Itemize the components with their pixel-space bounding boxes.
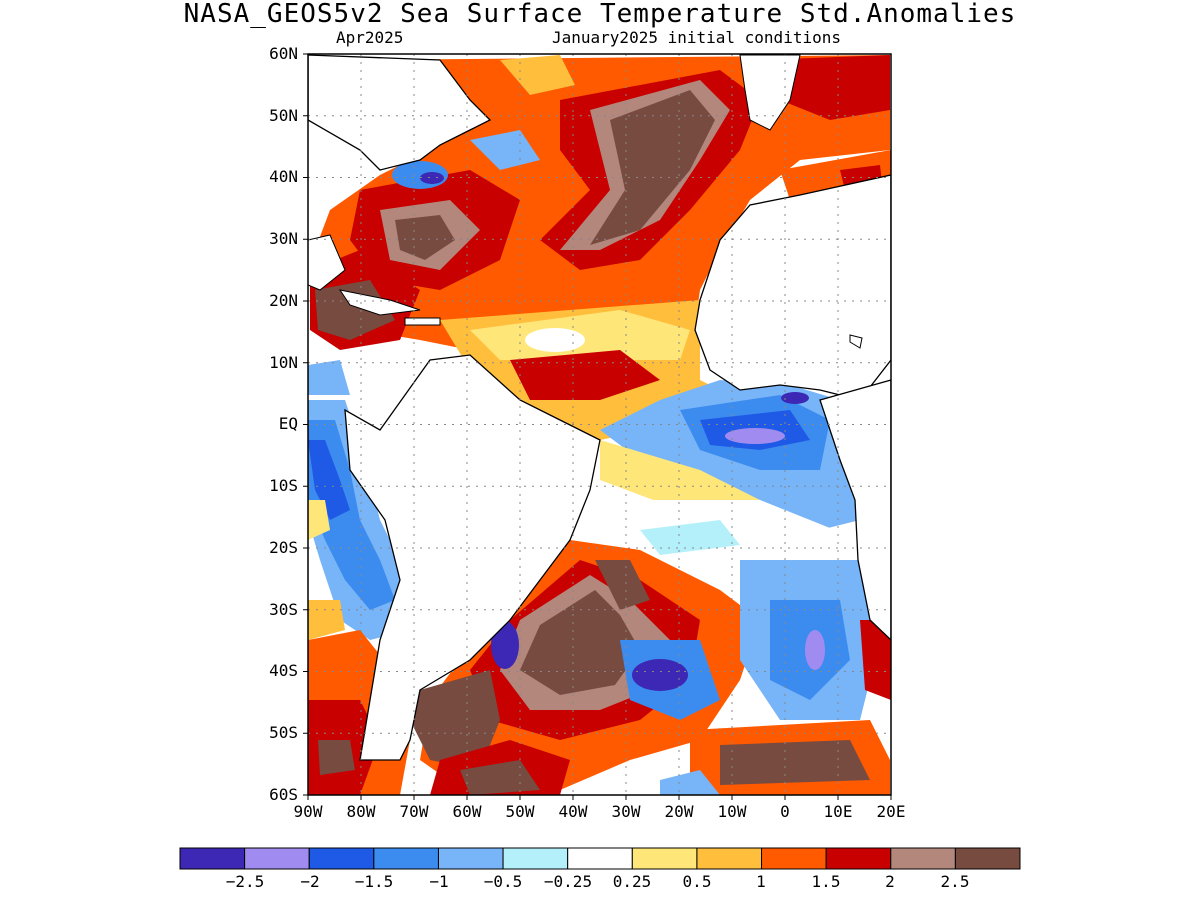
lon-label: 30W	[611, 802, 641, 821]
lon-label: 40W	[558, 802, 588, 821]
colorbar-label: 2	[885, 872, 895, 891]
colorbar-swatch	[954, 847, 1021, 870]
lon-label: 20E	[876, 802, 906, 821]
colorbar-label: 0.5	[682, 872, 712, 891]
lat-label: 30N	[269, 229, 298, 248]
lat-label: 10S	[269, 476, 298, 495]
colorbar-label: 1	[756, 872, 766, 891]
colorbar-label: −0.5	[483, 872, 523, 891]
lon-label: 80W	[346, 802, 376, 821]
colorbar-swatch	[437, 847, 504, 870]
color-scale-bar	[179, 847, 1021, 870]
lon-label: 90W	[293, 802, 323, 821]
lat-label: 10N	[269, 353, 298, 372]
graticule	[308, 54, 891, 795]
colorbar-label: −2	[300, 872, 320, 891]
lon-label: 10W	[717, 802, 747, 821]
lon-label: 0	[780, 802, 790, 821]
colorbar-label: −2.5	[225, 872, 265, 891]
colorbar-label: −1.5	[354, 872, 394, 891]
lon-label: 20W	[664, 802, 694, 821]
lat-label: EQ	[278, 414, 298, 433]
lat-label: 50N	[269, 106, 298, 125]
colorbar-label: −0.25	[543, 872, 593, 891]
colorbar-swatch	[761, 847, 827, 870]
colorbar-swatch	[825, 847, 892, 870]
colorbar-swatch	[308, 847, 375, 870]
lat-label: 40N	[269, 167, 298, 186]
lon-label: 60W	[452, 802, 482, 821]
colorbar-swatch	[244, 847, 310, 870]
initial-conditions: January2025 initial conditions	[552, 28, 841, 47]
colorbar-swatch	[567, 847, 633, 870]
colorbar-label: 2.5	[940, 872, 970, 891]
colorbar-label: 1.5	[811, 872, 841, 891]
lat-label: 50S	[269, 723, 298, 742]
lat-label: 60S	[269, 785, 298, 804]
forecast-month: Apr2025	[336, 28, 404, 47]
lat-label: 30S	[269, 600, 298, 619]
colorbar-swatch	[696, 847, 763, 870]
colorbar-swatch	[631, 847, 698, 870]
lat-label: 20S	[269, 538, 298, 557]
colorbar-swatch	[890, 847, 956, 870]
lon-label: 10E	[823, 802, 853, 821]
colorbar-swatch	[502, 847, 569, 870]
colorbar-label: −1	[429, 872, 449, 891]
lon-label: 70W	[399, 802, 429, 821]
lat-label: 60N	[269, 44, 298, 63]
lat-label: 40S	[269, 661, 298, 680]
colorbar-swatch	[179, 847, 246, 870]
anomaly-field	[308, 54, 891, 795]
lon-label: 50W	[505, 802, 535, 821]
colorbar-label: 0.25	[612, 872, 652, 891]
map-title: NASA_GEOS5v2 Sea Surface Temperature Std…	[183, 0, 1017, 29]
lat-label: 20N	[269, 291, 298, 310]
colorbar-swatch	[373, 847, 439, 870]
